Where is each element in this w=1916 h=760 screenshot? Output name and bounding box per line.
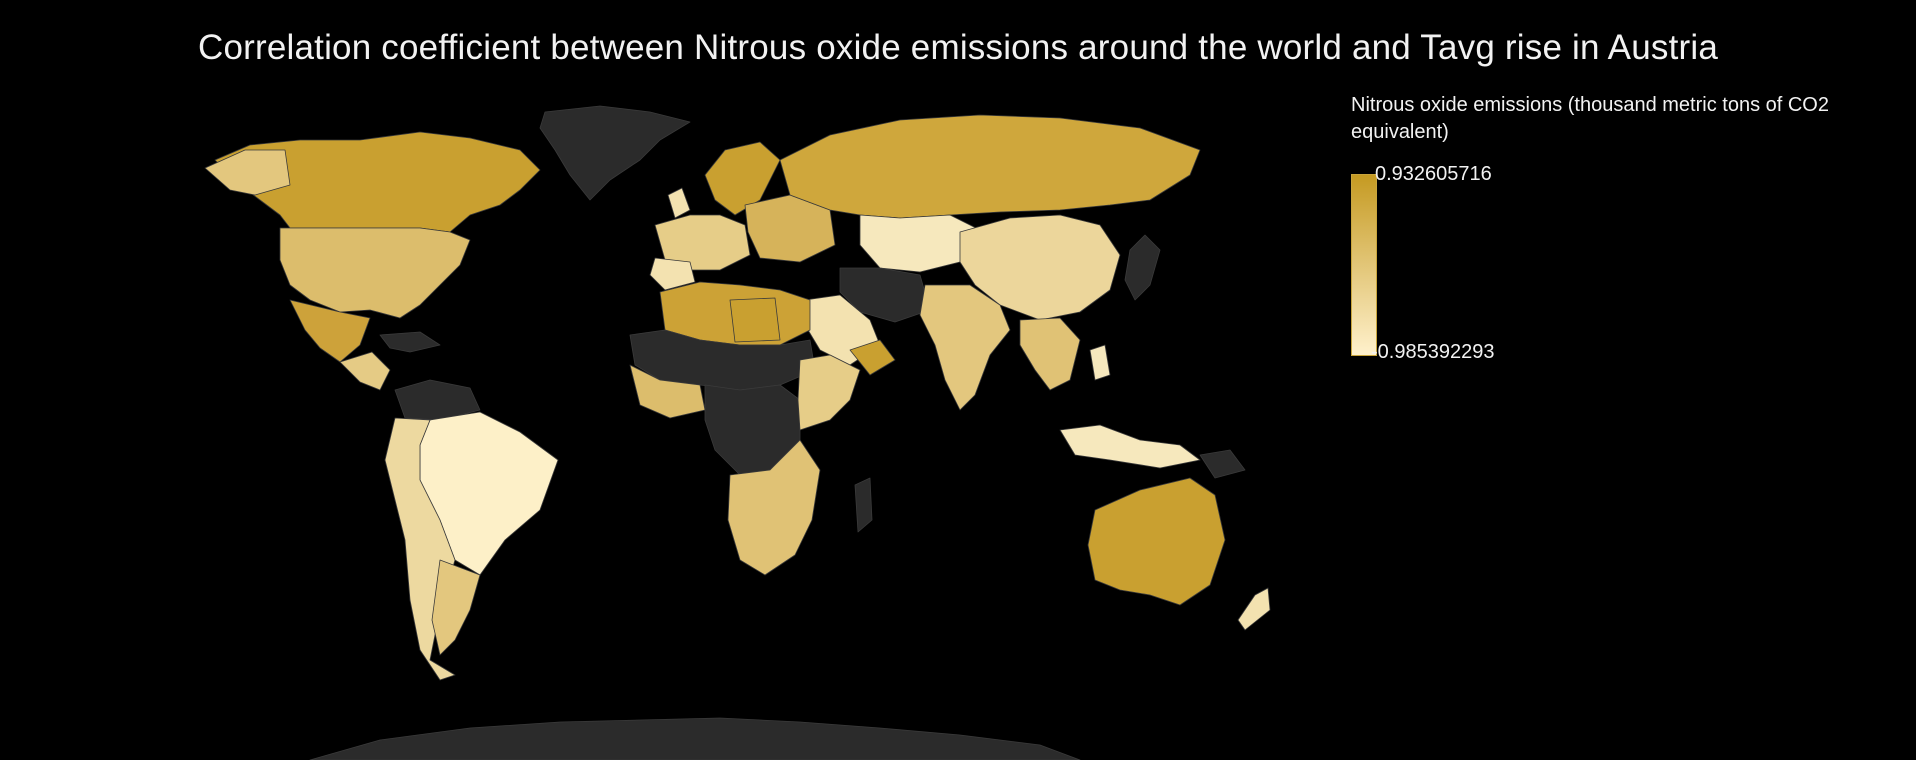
region-caribbean <box>379 331 441 353</box>
region-china <box>959 214 1121 321</box>
region-argentina <box>431 559 481 656</box>
region-canada <box>214 131 541 233</box>
legend-min-label: -0.985392293 <box>1371 341 1495 363</box>
region-usa <box>279 227 471 319</box>
region-colombia-venezuela <box>394 379 481 421</box>
region-southeast-asia <box>1019 317 1081 391</box>
region-uk <box>667 187 691 219</box>
map-legend: Nitrous oxide emissions (thousand metric… <box>1351 92 1911 363</box>
region-southern-africa <box>727 439 821 576</box>
region-japan <box>1124 234 1161 301</box>
legend-color-ramp <box>1351 174 1377 356</box>
region-alaska <box>204 149 291 196</box>
region-mexico <box>289 299 371 363</box>
region-iberia <box>649 257 696 291</box>
region-libya <box>729 297 781 343</box>
region-papua <box>1199 449 1246 479</box>
region-antarctica <box>309 717 1081 760</box>
region-new-zealand <box>1237 587 1271 631</box>
region-iran-iraq <box>839 267 931 323</box>
region-india <box>919 284 1011 411</box>
region-scandinavia <box>704 141 781 216</box>
legend-max-label: 0.932605716 <box>1375 163 1492 185</box>
region-central-america <box>339 351 391 391</box>
legend-title: Nitrous oxide emissions (thousand metric… <box>1351 94 1829 143</box>
region-greenland <box>539 105 691 201</box>
region-east-africa <box>797 354 861 431</box>
region-indonesia <box>1059 424 1201 469</box>
region-russia <box>779 114 1201 219</box>
region-madagascar <box>854 477 873 533</box>
map-title: Correlation coefficient between Nitrous … <box>197 28 1719 67</box>
region-oman-yemen <box>849 339 896 376</box>
region-australia <box>1087 477 1226 606</box>
region-philippines <box>1089 344 1111 381</box>
